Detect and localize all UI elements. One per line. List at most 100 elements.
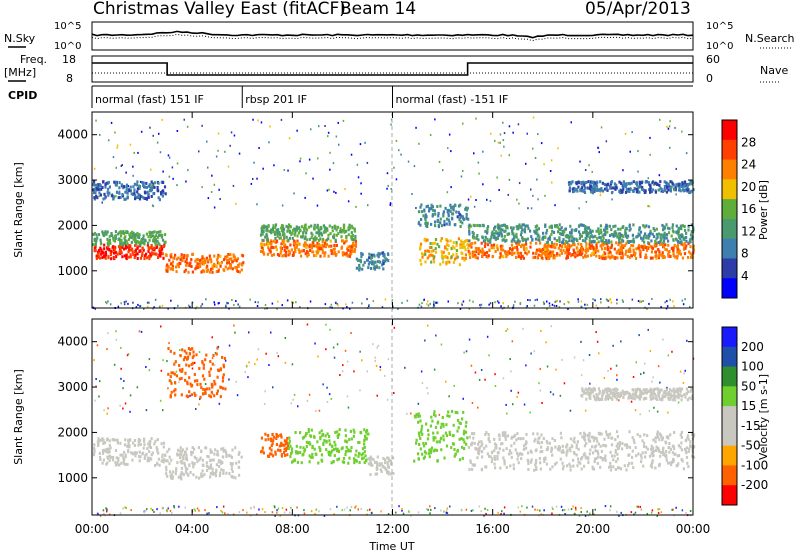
heatmap-cell [680, 235, 684, 239]
heatmap-cell [689, 180, 693, 184]
heatmap-cell [662, 450, 665, 454]
heatmap-cell [271, 442, 274, 446]
heatmap-cell [665, 223, 668, 227]
heatmap-cell [310, 246, 313, 250]
heatmap-cell [147, 196, 150, 199]
heatmap-cell [558, 448, 561, 452]
heatmap-cell [183, 270, 186, 274]
heatmap-cell [665, 450, 668, 453]
heatmap-cell [610, 240, 613, 244]
heatmap-cell [522, 246, 526, 250]
heatmap-cell [338, 457, 341, 461]
heatmap-cell [491, 457, 494, 461]
heatmap-cell [107, 193, 110, 197]
heatmap-cell [103, 231, 106, 235]
heatmap-cell [633, 441, 636, 445]
heatmap-cell [151, 509, 154, 512]
heatmap-cell [657, 365, 660, 368]
heatmap-cell [514, 300, 516, 303]
heatmap-cell [114, 460, 117, 464]
heatmap-cell [573, 243, 576, 247]
heatmap-cell [592, 250, 595, 254]
heatmap-cell [646, 248, 649, 252]
heatmap-cell [278, 231, 281, 234]
heatmap-cell [124, 241, 127, 245]
heatmap-cell [617, 248, 620, 252]
heatmap-cell [129, 244, 132, 248]
heatmap-cell [524, 251, 527, 255]
heatmap-cell [436, 219, 439, 223]
heatmap-cell [459, 243, 462, 247]
heatmap-cell [153, 181, 157, 185]
heatmap-cell [349, 307, 351, 310]
y-tick-label: 4000 [57, 128, 88, 142]
heatmap-cell [107, 300, 109, 303]
heatmap-cell [149, 234, 153, 238]
heatmap-cell [171, 260, 174, 264]
heatmap-cell [145, 197, 148, 201]
heatmap-cell [506, 232, 509, 236]
heatmap-cell [354, 234, 357, 238]
heatmap-cell [335, 244, 338, 247]
heatmap-cell [464, 424, 467, 428]
heatmap-cell [500, 224, 503, 228]
heatmap-cell [477, 452, 480, 456]
heatmap-cell [142, 234, 145, 238]
heatmap-cell [605, 239, 608, 242]
heatmap-cell [151, 183, 154, 187]
heatmap-cell [188, 264, 191, 267]
heatmap-cell [614, 187, 617, 191]
heatmap-cell [560, 505, 563, 508]
heatmap-cell [187, 304, 190, 307]
heatmap-cell [184, 260, 187, 264]
heatmap-cell [616, 435, 619, 439]
heatmap-cell [283, 443, 286, 447]
heatmap-cell [184, 378, 187, 382]
heatmap-cell [494, 466, 497, 470]
heatmap-cell [162, 445, 165, 449]
heatmap-cell [689, 443, 692, 447]
heatmap-cell [417, 222, 420, 226]
heatmap-cell [119, 249, 122, 253]
heatmap-cell [347, 245, 350, 249]
heatmap-cell [171, 268, 174, 271]
heatmap-cell [472, 436, 475, 440]
heatmap-cell [199, 456, 202, 460]
heatmap-cell [561, 358, 563, 361]
heatmap-cell [367, 266, 370, 270]
heatmap-cell [538, 247, 541, 251]
heatmap-cell [181, 472, 184, 476]
heatmap-cell [468, 232, 471, 236]
heatmap-cell [339, 227, 342, 231]
heatmap-cell [526, 458, 529, 462]
heatmap-cell [661, 254, 664, 258]
heatmap-cell [580, 243, 583, 246]
heatmap-cell [638, 226, 641, 230]
heatmap-cell [670, 234, 673, 238]
heatmap-cell [276, 509, 278, 512]
heatmap-cell [594, 181, 597, 185]
heatmap-cell [529, 449, 532, 453]
heatmap-cell [597, 249, 600, 253]
heatmap-cell [520, 254, 523, 258]
heatmap-cell [647, 328, 649, 331]
heatmap-cell [332, 448, 335, 451]
heatmap-cell [288, 436, 291, 440]
heatmap-cell [158, 253, 161, 257]
heatmap-cell [481, 235, 484, 239]
heatmap-cell [357, 258, 360, 262]
heatmap-cell [262, 230, 265, 233]
heatmap-cell [657, 448, 660, 452]
heatmap-cell [497, 141, 500, 144]
heatmap-cell [325, 243, 328, 246]
heatmap-cell [201, 262, 204, 266]
heatmap-cell [689, 305, 691, 308]
heatmap-cell [429, 451, 432, 455]
heatmap-cell [577, 185, 580, 189]
heatmap-cell [357, 176, 360, 179]
heatmap-cell [96, 196, 99, 200]
heatmap-cell [596, 340, 599, 343]
heatmap-cell [575, 453, 578, 457]
heatmap-cell [611, 198, 613, 201]
heatmap-cell [283, 245, 286, 249]
